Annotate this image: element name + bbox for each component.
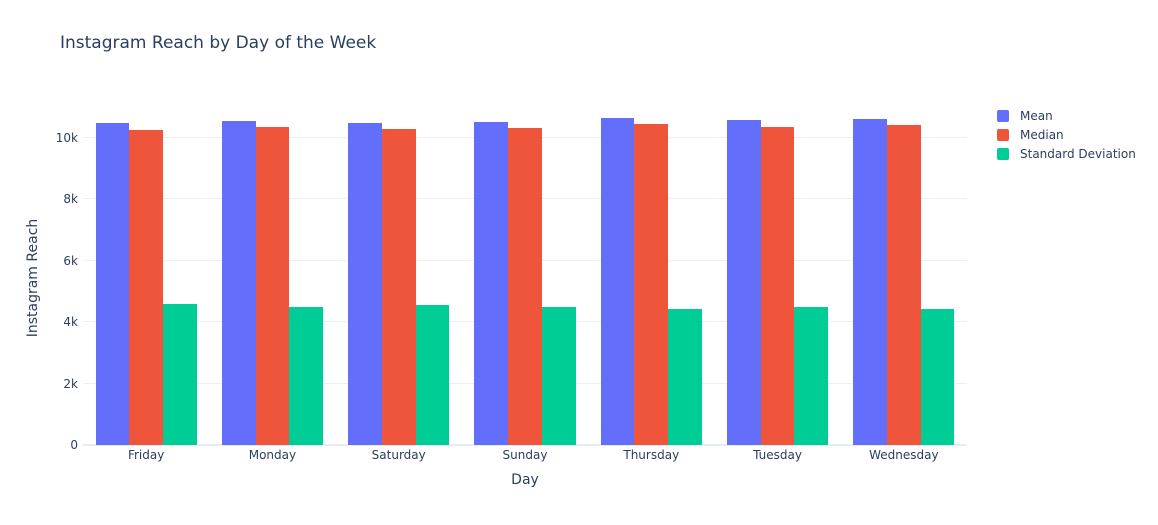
- bar-mean-saturday[interactable]: [348, 122, 382, 445]
- bar-median-tuesday[interactable]: [760, 126, 795, 445]
- legend-item-standard-deviation[interactable]: Standard Deviation: [997, 144, 1136, 163]
- bar-mean-wednesday[interactable]: [853, 118, 887, 445]
- x-tick-label-monday: Monday: [248, 448, 297, 462]
- y-tick-label: 2k: [63, 376, 78, 391]
- legend-swatch-standard-deviation: [997, 147, 1009, 160]
- chart-title: Instagram Reach by Day of the Week: [60, 33, 377, 53]
- x-axis-title: Day: [511, 472, 539, 488]
- bar-mean-monday[interactable]: [221, 121, 256, 445]
- y-tick-label: 4k: [63, 315, 78, 330]
- bar-median-monday[interactable]: [255, 126, 290, 445]
- x-tick-label-sunday: Sunday: [502, 448, 548, 462]
- legend-item-mean[interactable]: Mean: [997, 106, 1136, 125]
- bar-mean-friday[interactable]: [95, 122, 130, 445]
- legend-swatch-median: [997, 128, 1009, 141]
- bar-median-saturday[interactable]: [381, 129, 416, 445]
- x-tick-label-saturday: Saturday: [371, 448, 426, 462]
- bar-median-friday[interactable]: [129, 129, 163, 445]
- bar-standard-deviation-tuesday[interactable]: [794, 307, 829, 445]
- bar-mean-sunday[interactable]: [474, 121, 509, 445]
- x-tick-label-wednesday: Wednesday: [869, 448, 939, 462]
- x-tick-label-tuesday: Tuesday: [753, 448, 802, 462]
- bar-standard-deviation-sunday[interactable]: [541, 306, 576, 445]
- legend-swatch-mean: [997, 109, 1009, 122]
- legend-label: Standard Deviation: [1020, 146, 1136, 161]
- bar-mean-tuesday[interactable]: [727, 119, 761, 445]
- x-tick-label-friday: Friday: [127, 448, 165, 462]
- bar-standard-deviation-wednesday[interactable]: [920, 308, 955, 445]
- bar-standard-deviation-thursday[interactable]: [668, 308, 702, 445]
- bar-median-thursday[interactable]: [634, 124, 669, 445]
- y-axis-title: Instagram Reach: [25, 218, 41, 338]
- y-tick-label: 8k: [63, 192, 78, 207]
- legend: Mean Median Standard Deviation: [997, 106, 1136, 163]
- y-tick-label: 10k: [55, 130, 78, 145]
- bar-median-wednesday[interactable]: [887, 125, 921, 445]
- bar-median-sunday[interactable]: [508, 128, 542, 445]
- y-tick-label: 6k: [63, 253, 78, 268]
- legend-item-median[interactable]: Median: [997, 125, 1136, 144]
- x-axis-line: [83, 444, 967, 446]
- x-tick-label-thursday: Thursday: [623, 448, 680, 462]
- bar-standard-deviation-monday[interactable]: [289, 307, 323, 445]
- bar-standard-deviation-saturday[interactable]: [415, 305, 450, 445]
- bar-standard-deviation-friday[interactable]: [162, 304, 197, 445]
- plot-area: [83, 90, 967, 446]
- y-tick-label: 0: [70, 438, 78, 452]
- legend-label: Median: [1020, 127, 1064, 142]
- bar-mean-thursday[interactable]: [600, 117, 635, 445]
- legend-label: Mean: [1020, 108, 1053, 123]
